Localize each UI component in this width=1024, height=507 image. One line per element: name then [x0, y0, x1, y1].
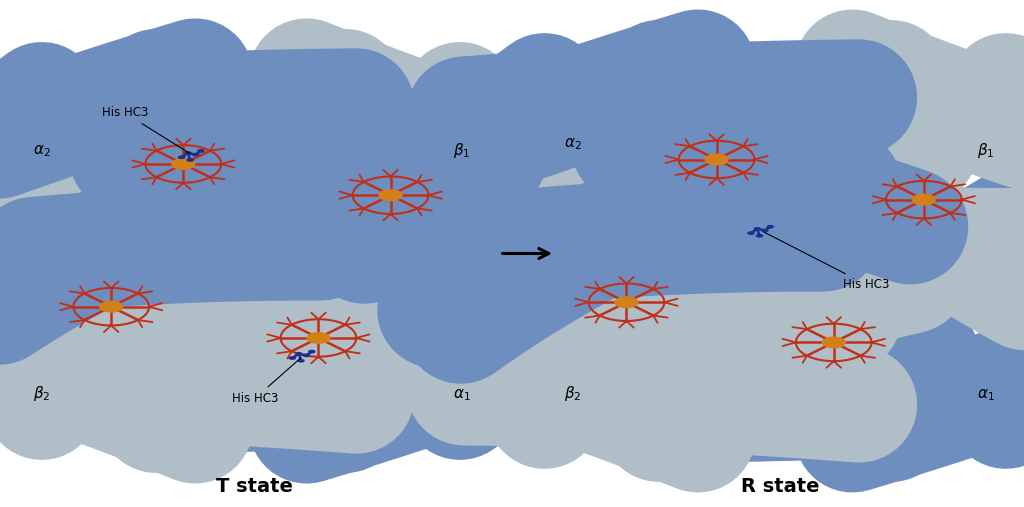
- Circle shape: [306, 332, 331, 344]
- Text: $\beta_1$: $\beta_1$: [977, 140, 994, 160]
- Circle shape: [379, 189, 402, 201]
- Text: $\beta_2$: $\beta_2$: [564, 384, 582, 403]
- Circle shape: [186, 158, 194, 162]
- Circle shape: [767, 225, 774, 229]
- Circle shape: [297, 359, 305, 363]
- Circle shape: [171, 158, 196, 170]
- Circle shape: [289, 356, 296, 360]
- Circle shape: [99, 301, 123, 313]
- Circle shape: [191, 153, 200, 157]
- Text: His HC3: His HC3: [764, 232, 889, 291]
- Circle shape: [614, 296, 639, 308]
- Text: $\alpha_1$: $\alpha_1$: [977, 387, 994, 403]
- Circle shape: [184, 151, 191, 155]
- Text: His HC3: His HC3: [101, 106, 189, 154]
- Circle shape: [911, 194, 936, 206]
- Circle shape: [761, 229, 769, 232]
- Circle shape: [308, 350, 315, 353]
- Circle shape: [178, 156, 185, 159]
- Text: $\beta_1$: $\beta_1$: [453, 140, 470, 160]
- Circle shape: [705, 154, 729, 165]
- Text: $\alpha_2$: $\alpha_2$: [564, 136, 582, 152]
- Text: $\beta_2$: $\beta_2$: [33, 384, 50, 403]
- Circle shape: [303, 353, 310, 357]
- Text: His HC3: His HC3: [232, 357, 301, 405]
- Circle shape: [754, 227, 761, 231]
- Circle shape: [821, 337, 846, 348]
- Text: $\alpha_2$: $\alpha_2$: [33, 143, 50, 159]
- Circle shape: [748, 231, 755, 235]
- Text: T state: T state: [215, 477, 293, 496]
- Circle shape: [198, 149, 205, 153]
- Text: R state: R state: [741, 477, 819, 496]
- Text: $\alpha_1$: $\alpha_1$: [453, 387, 470, 403]
- Circle shape: [756, 234, 763, 238]
- Circle shape: [295, 352, 303, 355]
